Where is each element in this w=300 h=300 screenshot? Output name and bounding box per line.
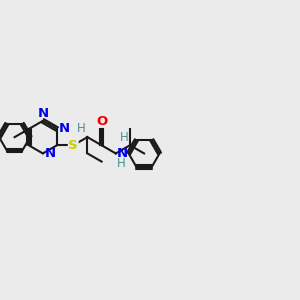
Text: N: N xyxy=(59,122,70,136)
Text: S: S xyxy=(68,139,78,152)
Text: H: H xyxy=(119,131,128,144)
Text: H: H xyxy=(76,122,85,135)
Text: N: N xyxy=(45,147,56,160)
Text: N: N xyxy=(117,147,128,160)
Text: N: N xyxy=(37,106,48,120)
Text: O: O xyxy=(96,115,107,128)
Text: H: H xyxy=(117,157,125,170)
